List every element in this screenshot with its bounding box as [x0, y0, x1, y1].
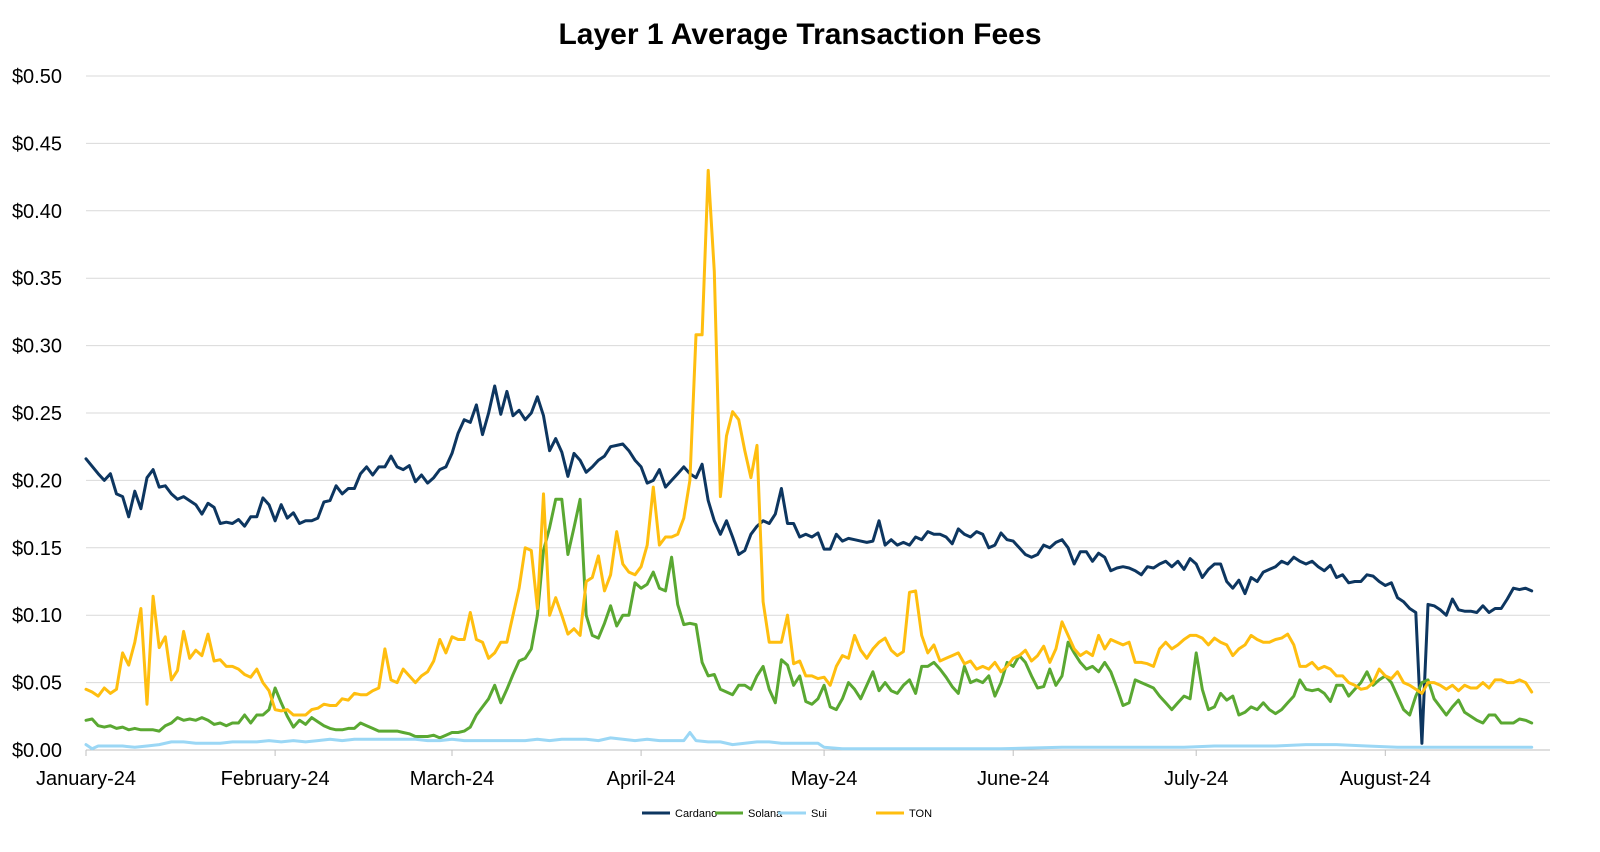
y-tick-label: $0.00	[12, 740, 62, 762]
series-line-sui	[84, 731, 1534, 751]
x-axis-ticks: January-24 February-24 March-24 April-24 May…	[36, 750, 1431, 790]
y-tick-label: $0.40	[12, 201, 62, 223]
x-tick-label: February-24	[221, 768, 330, 790]
y-tick-label: $0.20	[12, 470, 62, 492]
legend-label-solana: Solana	[748, 808, 783, 820]
y-axis-ticks: $0.00 $0.05 $0.10 $0.15 $0.20 $0.25 $0.30 $0.35…	[12, 66, 62, 762]
x-tick-label: July-24	[1164, 768, 1228, 790]
y-tick-label: $0.30	[12, 336, 62, 358]
x-tick-label: August-24	[1340, 768, 1431, 790]
y-tick-label: $0.35	[12, 268, 62, 290]
y-tick-label: $0.45	[12, 133, 62, 155]
gridlines	[86, 75, 1550, 751]
legend: Cardano Solana Sui TON	[642, 808, 932, 820]
y-tick-label: $0.05	[12, 673, 62, 695]
y-tick-label: $0.50	[12, 66, 62, 88]
y-tick-label: $0.10	[12, 605, 62, 627]
legend-label-sui: Sui	[811, 808, 827, 820]
series-lines	[84, 168, 1534, 751]
x-tick-label: March-24	[410, 768, 494, 790]
legend-label-cardano: Cardano	[675, 808, 717, 820]
y-tick-label: $0.25	[12, 403, 62, 425]
y-tick-label: $0.15	[12, 538, 62, 560]
series-line-cardano	[84, 384, 1534, 745]
legend-label-ton: TON	[909, 808, 932, 820]
series-line-solana	[84, 497, 1534, 740]
x-tick-label: June-24	[977, 768, 1049, 790]
x-tick-label: January-24	[36, 768, 136, 790]
chart-title: Layer 1 Average Transaction Fees	[558, 18, 1041, 51]
series-line-ton	[84, 168, 1534, 717]
x-tick-label: May-24	[791, 768, 858, 790]
x-tick-label: April-24	[607, 768, 676, 790]
